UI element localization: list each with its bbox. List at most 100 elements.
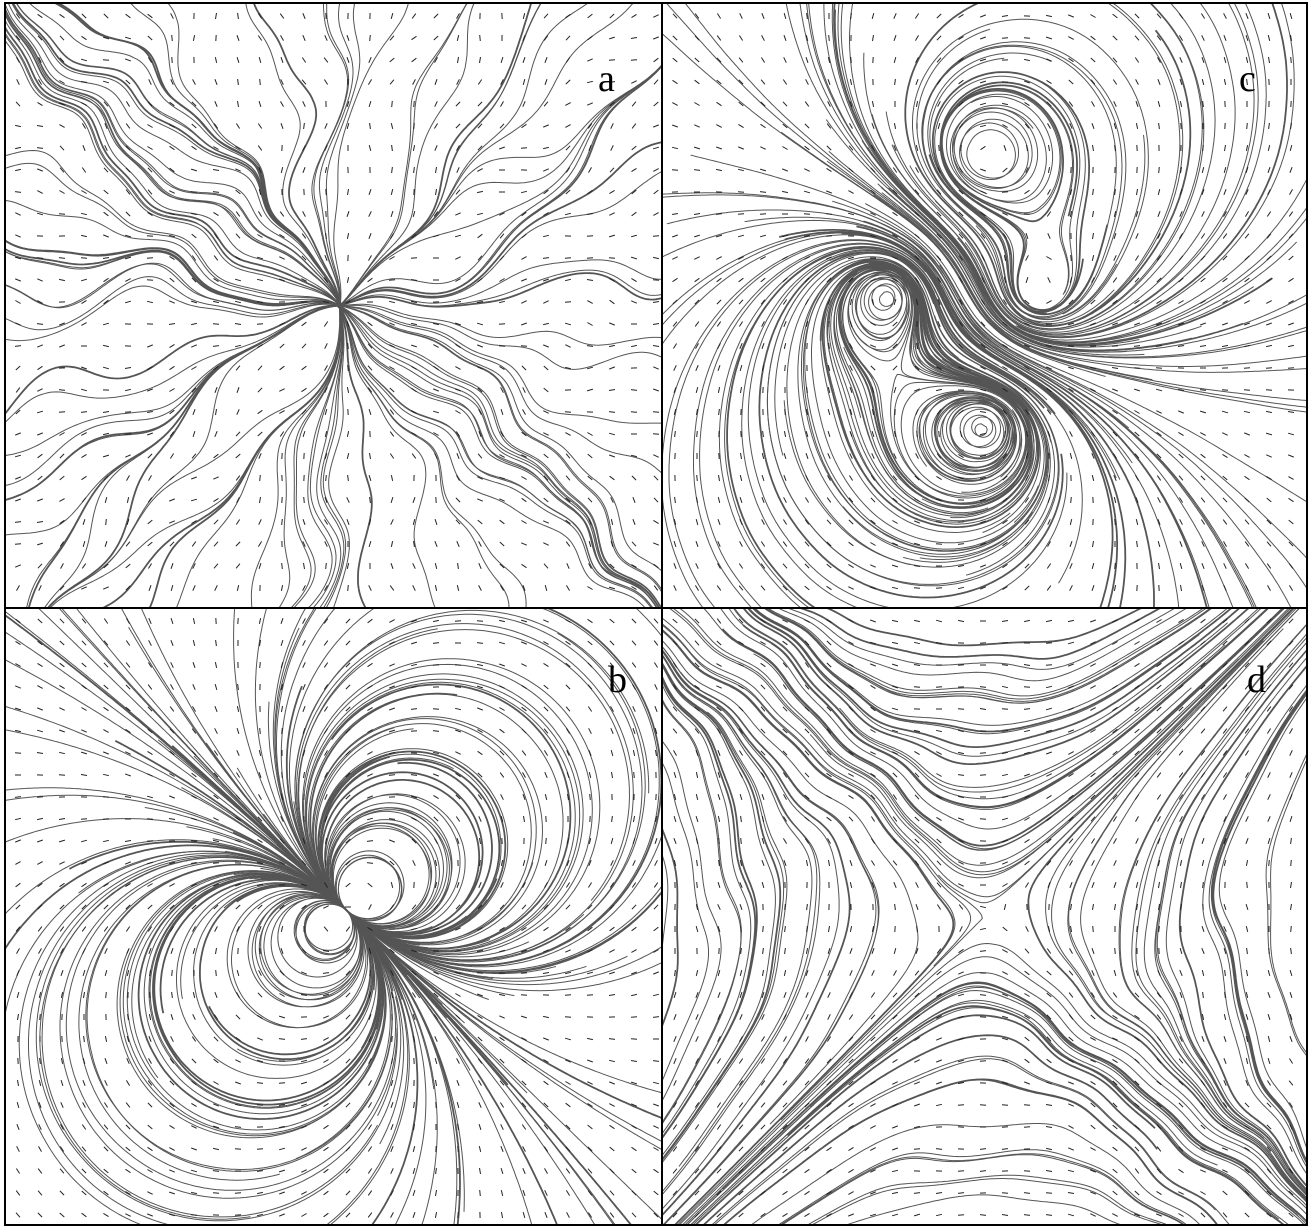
vector-mark [870,1014,876,1020]
vector-mark [1112,750,1118,756]
vector-mark [146,818,154,820]
vector-mark [1178,728,1184,734]
vector-mark [191,750,197,756]
vector-mark [455,431,461,437]
vector-mark [958,453,964,459]
vector-mark [278,1015,286,1019]
vector-mark [125,101,131,107]
vector-mark [1135,497,1139,503]
streamline [778,1149,1187,1224]
vector-mark [544,860,548,866]
vector-mark [980,366,986,370]
vector-mark [521,663,527,667]
vector-mark [1289,1146,1293,1152]
streamline [245,4,343,309]
streamline [68,840,419,1224]
vector-mark [631,277,637,283]
vector-mark [1045,729,1053,733]
vector-mark [322,972,330,974]
vector-mark [457,1211,459,1219]
vector-mark [980,14,986,18]
vector-mark [1200,684,1206,690]
vector-mark [915,79,919,85]
vector-mark [760,706,766,712]
vector-mark [1200,497,1206,503]
vector-mark [191,101,197,107]
vector-mark [81,13,87,19]
streamline [1156,668,1306,1191]
vector-mark [1180,584,1182,592]
vector-mark [1023,1170,1031,1172]
streamline [809,609,1291,879]
vector-mark [257,35,263,41]
vector-mark [499,1080,505,1086]
vector-mark [1178,300,1184,304]
vector-mark [717,343,721,349]
vector-mark [1001,817,1009,821]
vector-mark [125,640,131,646]
vector-mark [936,904,942,910]
vector-mark [826,795,832,799]
vector-mark [455,772,461,778]
vector-mark [213,794,219,800]
vector-mark [1178,750,1184,756]
vector-mark [738,1102,744,1108]
vector-mark [390,881,394,889]
vector-mark [322,993,330,997]
vector-mark [103,882,109,888]
vector-mark [324,255,328,261]
vector-mark [630,234,638,238]
vector-mark [170,640,174,646]
vector-mark [237,78,239,86]
vector-mark [389,453,395,459]
vector-mark [936,1081,942,1085]
vector-mark [738,618,744,624]
vector-mark [716,13,722,19]
vector-mark [937,101,941,107]
streamline [863,220,1208,607]
vector-mark [1158,122,1160,130]
vector-mark [81,1190,87,1196]
vector-mark [760,1168,766,1174]
vector-mark [827,948,831,954]
vector-mark [81,882,87,888]
vector-mark [694,277,700,283]
vector-mark [169,190,175,194]
vector-mark [543,750,549,756]
vector-mark [783,321,787,327]
vector-mark [543,1102,549,1108]
vector-mark [673,793,677,801]
streamline [663,662,785,1161]
vector-mark [235,1059,241,1063]
vector-mark [15,300,21,304]
vector-mark [1002,926,1008,932]
vector-mark [367,926,373,932]
vector-mark [806,903,808,911]
vector-mark [454,707,462,711]
vector-mark [1068,1059,1074,1063]
vector-mark [278,1104,286,1106]
vector-mark [148,640,152,646]
vector-mark [1266,322,1272,326]
vector-mark [914,189,920,195]
vector-mark [412,210,416,218]
vector-mark [1288,211,1294,217]
vector-mark [1092,904,1094,910]
vector-mark [37,278,43,282]
streamline [296,623,634,961]
vector-mark [1223,56,1227,64]
vector-mark [455,497,461,503]
vector-mark [609,167,615,173]
streamline [741,249,1052,607]
vector-mark [1201,166,1205,174]
vector-mark [236,409,240,415]
vector-mark [958,255,964,261]
vector-mark [1047,882,1051,888]
vector-mark [279,431,285,437]
vector-mark [456,838,460,844]
vector-mark [828,34,830,42]
vector-mark [256,861,264,865]
streamline [703,1034,1158,1224]
vector-mark [544,772,548,778]
vector-mark [1158,166,1160,174]
